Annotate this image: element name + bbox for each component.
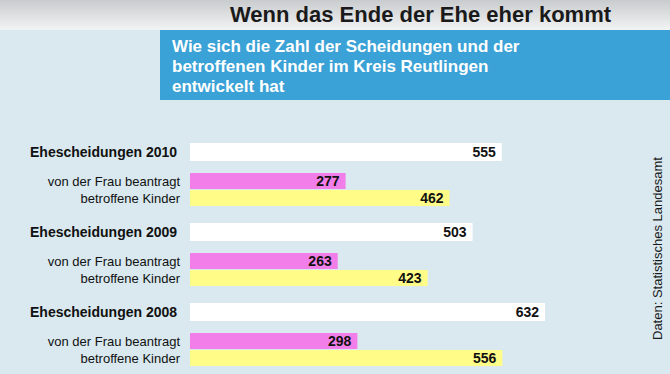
category-label: Ehescheidungen 2009 [30, 224, 177, 240]
data-labels: 555 277 462 503 263 423 632 298 556 [308, 144, 539, 366]
bar [190, 303, 545, 321]
data-label: 298 [328, 333, 352, 349]
category-label: von der Frau beantragt [48, 174, 181, 189]
category-labels: Ehescheidungen 2010 von der Frau beantrag… [30, 144, 181, 366]
bars [190, 143, 545, 366]
subtitle: Wie sich die Zahl der Scheidungen und de… [172, 37, 520, 96]
bar [190, 190, 450, 206]
bar [190, 143, 502, 161]
category-label: von der Frau beantragt [48, 334, 181, 349]
title: Wenn das Ende der Ehe eher kommt [230, 2, 612, 27]
bar [190, 333, 357, 349]
category-label: betroffene Kinder [81, 351, 181, 366]
category-label: Ehescheidungen 2008 [30, 304, 177, 320]
category-label: Ehescheidungen 2010 [30, 144, 177, 160]
bar [190, 270, 428, 286]
chart: Wenn das Ende der Ehe eher kommt Wie sich… [0, 0, 670, 374]
bar [190, 223, 473, 241]
subtitle-band [160, 30, 670, 100]
data-label: 555 [472, 144, 496, 160]
data-label: 423 [398, 270, 422, 286]
bar [190, 173, 346, 189]
category-label: von der Frau beantragt [48, 254, 181, 269]
source: Daten: Statistisches Landesamt [650, 157, 665, 340]
data-label: 277 [316, 173, 340, 189]
bar [190, 350, 502, 366]
data-label: 503 [443, 224, 467, 240]
header-band [0, 0, 670, 30]
data-label: 632 [516, 304, 540, 320]
bar [190, 253, 338, 269]
category-label: betroffene Kinder [81, 191, 181, 206]
background [0, 0, 670, 374]
data-label: 462 [420, 190, 444, 206]
category-label: betroffene Kinder [81, 271, 181, 286]
data-label: 263 [308, 253, 332, 269]
data-label: 556 [473, 350, 497, 366]
